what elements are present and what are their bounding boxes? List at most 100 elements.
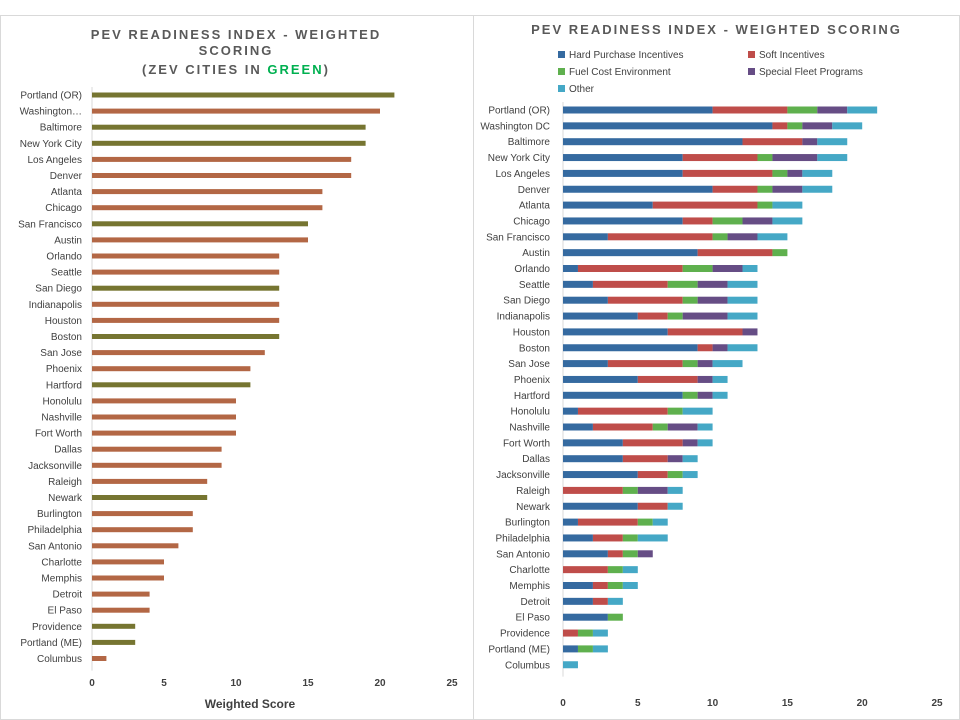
bar-segment xyxy=(637,518,653,526)
bar-segment xyxy=(563,296,608,304)
bar-segment xyxy=(682,439,698,447)
bar-segment xyxy=(563,582,593,589)
bar-segment xyxy=(563,629,578,637)
legend-item: Other xyxy=(558,84,594,96)
bar xyxy=(92,317,280,323)
bar-segment xyxy=(637,502,668,510)
bar-segment xyxy=(697,296,728,304)
bar-segment xyxy=(577,645,593,653)
bar-segment xyxy=(757,185,773,193)
bar-segment xyxy=(682,312,728,320)
bar-segment xyxy=(592,582,608,589)
category-label: Hartford xyxy=(514,391,550,402)
bar-segment xyxy=(622,486,638,494)
bar xyxy=(92,575,164,581)
category-label: Boston xyxy=(519,343,550,354)
bar xyxy=(92,156,352,162)
bar-segment xyxy=(637,550,653,558)
bar xyxy=(92,92,395,98)
bar-segment xyxy=(563,233,608,241)
x-tick-label: 0 xyxy=(89,678,95,689)
bar-segment xyxy=(712,265,743,272)
category-label: Los Angeles xyxy=(496,169,551,180)
bar-segment xyxy=(667,423,698,431)
category-label: Dallas xyxy=(54,445,82,456)
category-label: Philadelphia xyxy=(28,525,83,536)
bar-segment xyxy=(682,217,713,225)
bar-segment xyxy=(787,122,803,130)
x-tick-label: 10 xyxy=(230,678,242,689)
category-label: Denver xyxy=(518,185,551,196)
x-tick-label: 5 xyxy=(161,678,167,689)
bar-segment xyxy=(652,518,668,526)
bar-segment xyxy=(697,375,713,383)
bar xyxy=(92,350,265,356)
bar-segment xyxy=(592,645,608,653)
bar xyxy=(92,382,251,388)
right-chart-panel: PEV READINESS INDEX - WEIGHTED SCORING H… xyxy=(474,15,960,720)
legend-label: Special Fleet Programs xyxy=(759,67,863,78)
bar-segment xyxy=(802,185,833,193)
bar-segment xyxy=(563,471,638,479)
bar-segment xyxy=(622,534,638,542)
category-label: San Diego xyxy=(35,284,82,295)
category-label: Portland (ME) xyxy=(488,644,550,655)
bar-segment xyxy=(667,486,683,494)
category-label: San Jose xyxy=(40,348,82,359)
bar-segment xyxy=(607,233,713,241)
bar-segment xyxy=(563,185,713,193)
bar-segment xyxy=(563,645,578,653)
right-chart-svg: Portland (OR) Washington DC Baltimore New Y… xyxy=(480,102,943,709)
bar xyxy=(92,221,308,227)
bar-segment xyxy=(817,138,848,146)
bar-segment xyxy=(607,296,683,304)
category-label: Hartford xyxy=(46,380,82,391)
legend-label: Other xyxy=(569,84,595,95)
bar-segment xyxy=(622,439,683,447)
bar-segment xyxy=(817,106,848,114)
bar xyxy=(92,124,366,130)
bar-segment xyxy=(637,375,698,383)
category-label: Washington DC xyxy=(480,121,550,132)
bar-segment xyxy=(563,122,773,130)
bar-segment xyxy=(577,407,668,415)
bar-segment xyxy=(637,312,668,320)
bar-segment xyxy=(563,661,578,669)
bar-segment xyxy=(622,550,638,558)
category-label: Honolulu xyxy=(43,396,82,407)
bar-segment xyxy=(637,486,668,494)
category-label: Atlanta xyxy=(519,201,551,212)
bar-segment xyxy=(563,154,683,162)
bar-segment xyxy=(607,360,683,368)
category-label: San Jose xyxy=(508,359,550,370)
bar-segment xyxy=(622,455,668,463)
bar-segment xyxy=(607,597,623,605)
bar-segment xyxy=(563,138,743,146)
bar xyxy=(92,462,222,468)
bar xyxy=(92,527,193,533)
bar-segment xyxy=(772,249,788,257)
bar-segment xyxy=(563,360,608,368)
category-label: Orlando xyxy=(514,264,550,275)
bar-segment xyxy=(697,249,773,257)
category-label: San Antonio xyxy=(496,549,550,560)
category-label: Fort Worth xyxy=(35,429,82,440)
bar-segment xyxy=(772,169,788,177)
bar-segment xyxy=(592,534,623,542)
bar-segment xyxy=(667,328,743,336)
legend-swatch xyxy=(558,50,565,58)
bar-segment xyxy=(712,360,743,368)
right-chart-title: PEV READINESS INDEX - WEIGHTED SCORING xyxy=(531,22,902,37)
bar xyxy=(92,430,236,436)
bar-segment xyxy=(772,201,803,209)
bar-segment xyxy=(667,455,683,463)
left-chart-svg: Portland (OR) Washington… Baltimore New Yor… xyxy=(18,87,458,711)
category-label: Raleigh xyxy=(48,477,82,488)
bar-segment xyxy=(727,344,758,352)
category-label: Burlington xyxy=(37,509,82,520)
category-label: Jacksonville xyxy=(496,470,550,481)
bar-segment xyxy=(742,328,758,336)
bar xyxy=(92,398,236,404)
bar-segment xyxy=(622,582,638,589)
bar-segment xyxy=(563,502,638,510)
